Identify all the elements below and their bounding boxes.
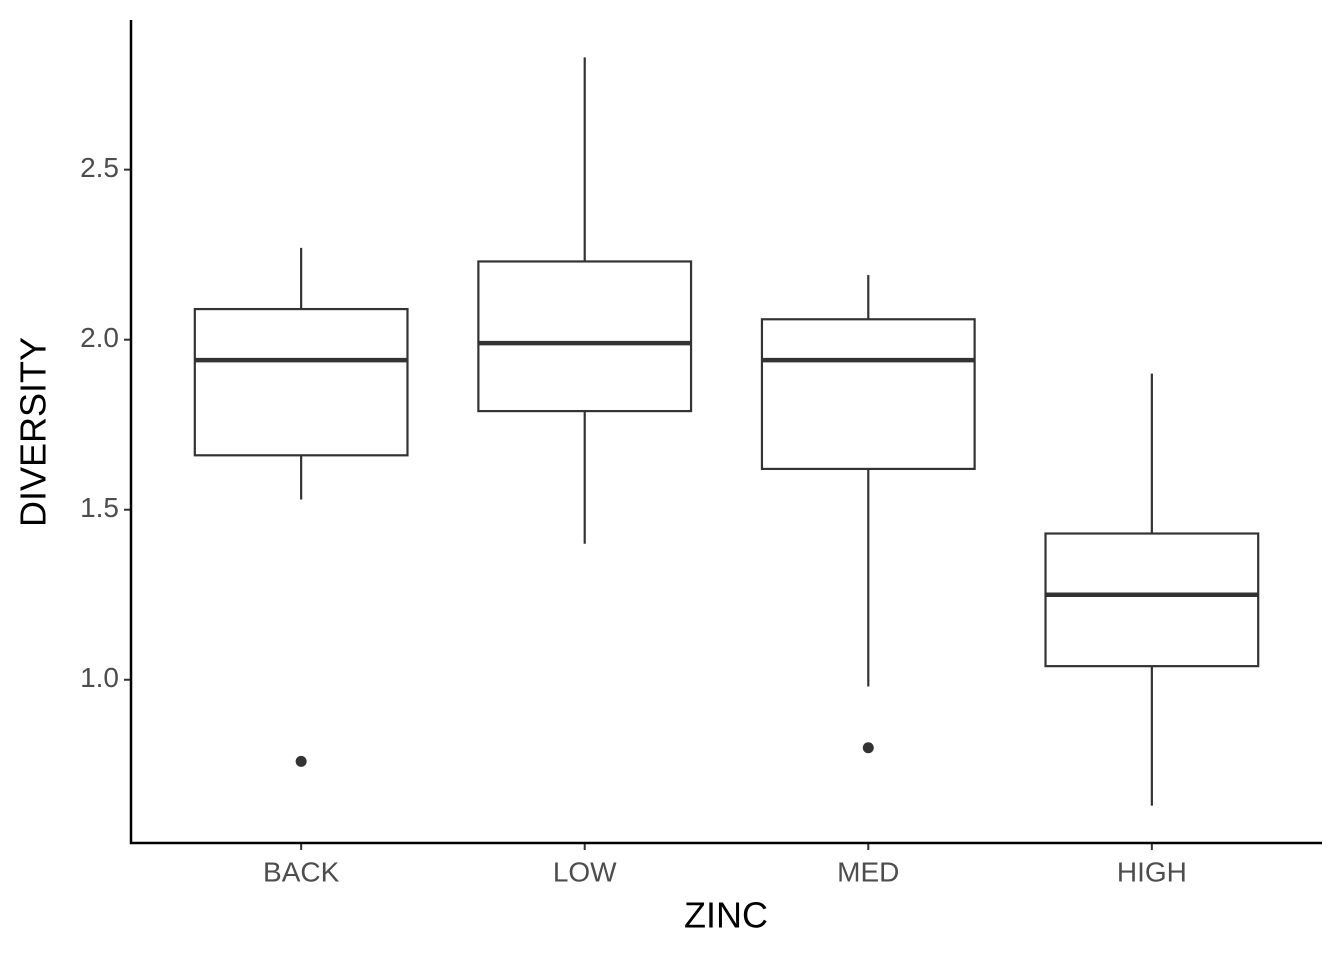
- outlier: [862, 742, 874, 754]
- x-tick-label: HIGH: [1117, 856, 1187, 887]
- box: [477, 260, 693, 413]
- outlier: [295, 755, 307, 767]
- x-tick-label: MED: [837, 856, 899, 887]
- y-tick-label: 2.0: [80, 322, 119, 353]
- box: [760, 318, 976, 471]
- box: [193, 307, 409, 457]
- x-tick-label: LOW: [553, 856, 617, 887]
- x-tick-label: BACK: [263, 856, 340, 887]
- box: [1044, 532, 1260, 668]
- y-tick-label: 2.5: [80, 152, 119, 183]
- y-tick-label: 1.5: [80, 492, 119, 523]
- y-axis-title: DIVERSITY: [13, 337, 54, 527]
- y-tick-label: 1.0: [80, 662, 119, 693]
- x-axis-title: ZINC: [684, 895, 768, 936]
